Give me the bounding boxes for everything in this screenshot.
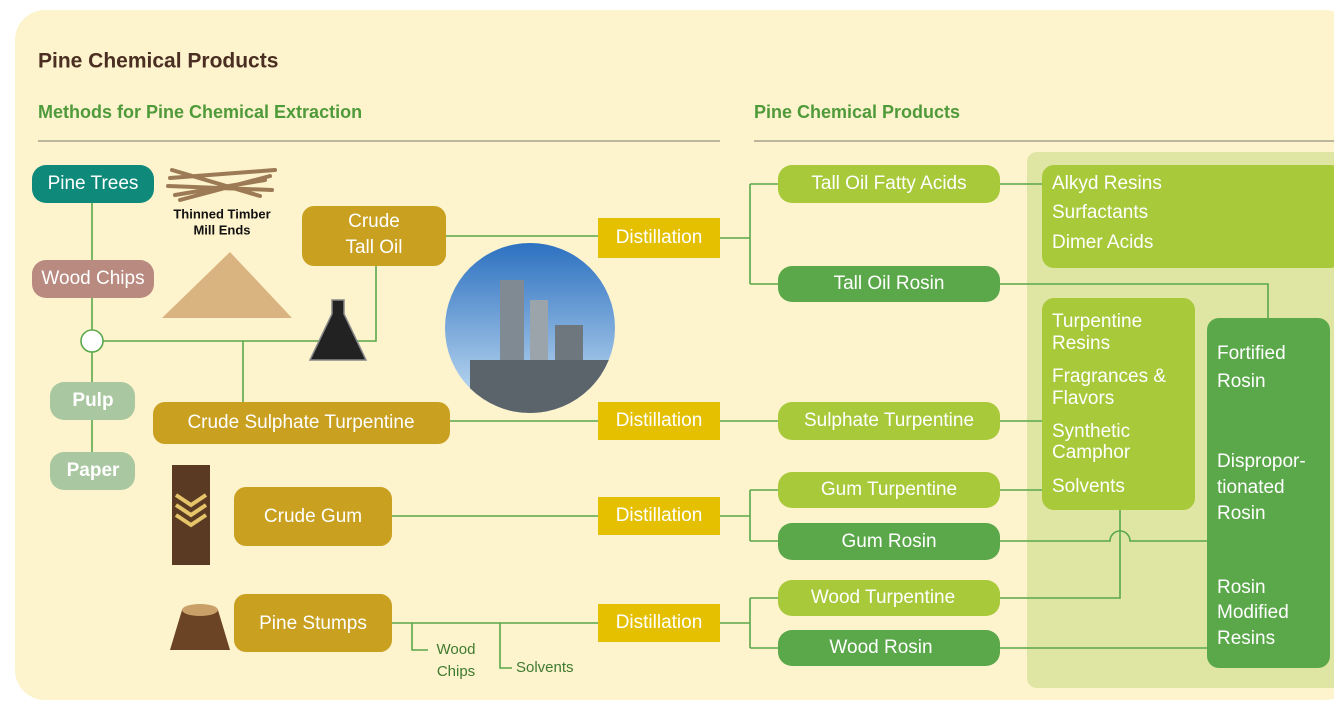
junction bbox=[81, 330, 103, 352]
byproduct-label: Solvents bbox=[516, 659, 574, 676]
derivative-label: tionated bbox=[1217, 477, 1285, 498]
section-header: Methods for Pine Chemical Extraction bbox=[38, 102, 362, 122]
node-label: Paper bbox=[67, 460, 120, 481]
derivative-label: Alkyd Resins bbox=[1052, 173, 1162, 194]
derivative-label: Rosin bbox=[1217, 577, 1266, 598]
derivative-label: Rosin bbox=[1217, 503, 1266, 524]
derivative-label: Modified bbox=[1217, 602, 1289, 623]
derivative-label: Dimer Acids bbox=[1052, 232, 1153, 253]
product-label: Tall Oil Rosin bbox=[834, 273, 945, 294]
node-label: Tall Oil bbox=[345, 237, 402, 258]
image-caption: Mill Ends bbox=[193, 222, 250, 237]
derivative-label: Dispropor- bbox=[1217, 451, 1306, 472]
derivative-label: Camphor bbox=[1052, 442, 1131, 463]
derivative-label: Flavors bbox=[1052, 388, 1114, 409]
process-label: Distillation bbox=[616, 227, 703, 248]
section-header: Pine Chemical Products bbox=[754, 102, 960, 122]
image-caption: Thinned Timber bbox=[173, 206, 270, 221]
page: Pine Chemical Products Methods for Pine … bbox=[0, 0, 1334, 704]
derivative-label: Turpentine bbox=[1052, 311, 1142, 332]
derivative-label: Resins bbox=[1052, 333, 1110, 354]
product-label: Tall Oil Fatty Acids bbox=[811, 173, 966, 194]
derivative-label: Fragrances & bbox=[1052, 366, 1166, 387]
derivative-label: Synthetic bbox=[1052, 421, 1130, 442]
byproduct-label: Wood bbox=[437, 641, 476, 658]
product-label: Wood Turpentine bbox=[811, 587, 955, 608]
node-label: Crude Sulphate Turpentine bbox=[187, 412, 414, 433]
process-label: Distillation bbox=[616, 410, 703, 431]
title: Pine Chemical Products bbox=[38, 50, 278, 73]
byproduct-label: Chips bbox=[437, 663, 475, 680]
derivative-label: Fortified bbox=[1217, 343, 1286, 364]
product-label: Gum Turpentine bbox=[821, 479, 957, 500]
process-label: Distillation bbox=[616, 612, 703, 633]
derivative-label: Solvents bbox=[1052, 476, 1125, 497]
derivative-label: Surfactants bbox=[1052, 202, 1148, 223]
product-label: Wood Rosin bbox=[829, 637, 932, 658]
tree-trunk-image bbox=[172, 465, 210, 565]
node-label: Crude bbox=[348, 211, 400, 232]
node-label: Pulp bbox=[72, 390, 113, 411]
product-label: Gum Rosin bbox=[841, 531, 936, 552]
derivative-label: Resins bbox=[1217, 628, 1275, 649]
diagram: Pine Chemical Products Methods for Pine … bbox=[0, 0, 1334, 704]
node-label: Pine Trees bbox=[48, 173, 139, 194]
node-label: Wood Chips bbox=[41, 268, 144, 289]
derivative-label: Rosin bbox=[1217, 371, 1266, 392]
product-label: Sulphate Turpentine bbox=[804, 410, 974, 431]
process-label: Distillation bbox=[616, 505, 703, 526]
node-label: Pine Stumps bbox=[259, 613, 367, 634]
node-label: Crude Gum bbox=[264, 506, 362, 527]
